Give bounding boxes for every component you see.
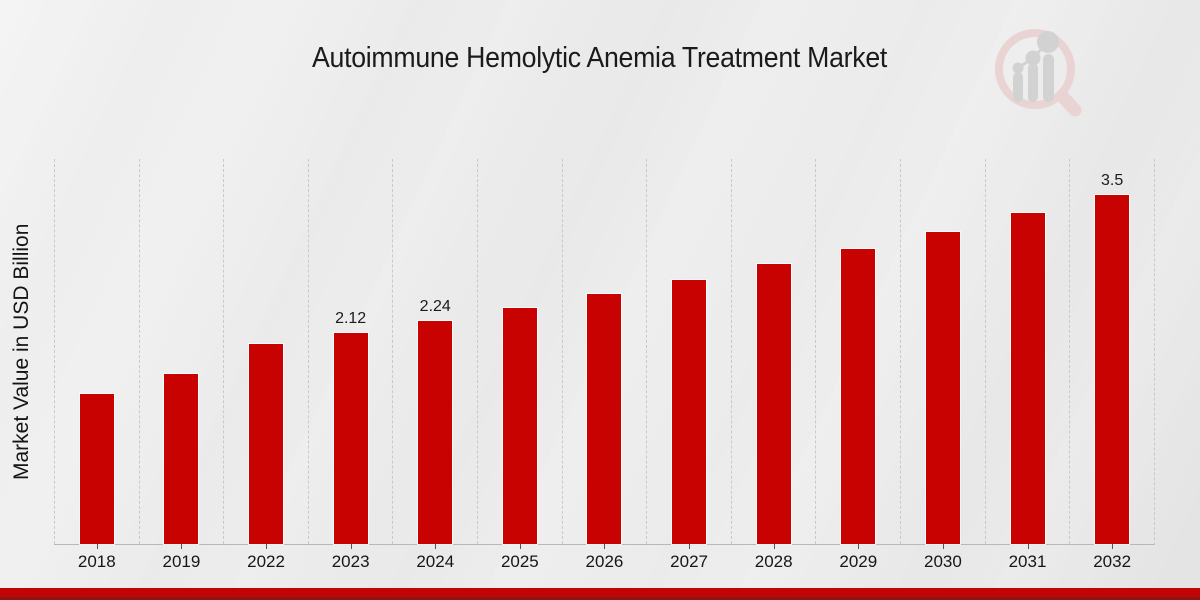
x-axis-tick [1027,544,1029,549]
chart-title: Autoimmune Hemolytic Anemia Treatment Ma… [0,42,1200,75]
bar-value-label-2032: 3.5 [1100,171,1124,189]
category-slot-2032: 3.5 2032 [1069,159,1154,571]
x-axis-label-2030: 2030 [923,552,962,571]
bar-value-label-2024: 2.24 [419,297,451,315]
logo-dot-large [1037,31,1059,53]
bar-2018 [79,394,114,544]
category-slot-2031: 2031 [984,159,1070,571]
category-slot-2030: 2030 [900,159,985,571]
logo-bar-medium [1028,63,1038,102]
x-axis-tick [181,544,183,549]
bar-2028 [756,263,791,544]
x-axis-label-2018: 2018 [77,552,116,571]
logo-dot-small [1012,62,1024,74]
magnifier-handle [1055,89,1082,117]
x-axis-tick [773,544,775,549]
logo-dot-medium [1025,50,1041,66]
x-axis-tick [858,544,860,549]
y-axis-title: Market Value in USD Billion [10,223,33,481]
x-axis-tick [435,544,437,549]
x-axis-label-2031: 2031 [1008,552,1047,571]
x-axis-label-2024: 2024 [416,552,455,571]
x-axis-label-2023: 2023 [331,552,370,571]
category-slot-2025: 2025 [477,159,562,571]
x-axis-label-2027: 2027 [670,552,708,571]
footer-accent-band [0,588,1200,597]
logo-bar-small [1013,72,1023,102]
bar-2023 [333,332,368,544]
footer-accent-band-dark [0,597,1200,600]
bar-2027 [672,279,707,544]
bar-2025 [502,307,537,544]
category-slot-2019: 2019 [138,159,224,571]
magnifier-ring [995,29,1075,109]
category-slot-2026: 2026 [561,159,647,571]
x-axis-label-2025: 2025 [500,552,539,571]
x-axis-tick [350,544,352,549]
category-slot-2018: 2018 [54,159,139,571]
bar-2024 [418,320,453,544]
category-slot-2023: 2.12 2023 [307,159,393,571]
bar-2022 [249,343,284,544]
category-slot-2024: 2.24 2024 [392,159,477,571]
x-axis-tick [942,544,944,549]
x-axis-tick [96,544,98,549]
bar-2019 [164,374,199,544]
bar-2030 [925,231,960,544]
category-slot-2028: 2028 [730,159,816,571]
x-axis-tick [519,544,521,549]
chart-title-text: Autoimmune Hemolytic Anemia Treatment Ma… [312,42,888,74]
bar-2029 [841,248,876,544]
x-axis-label-2026: 2026 [585,552,624,571]
x-axis-tick [689,544,691,549]
bar-value-label-2023: 2.12 [335,309,367,327]
x-axis-tick [266,544,268,549]
category-slot-2029: 2029 [815,159,900,571]
x-axis-tick [604,544,606,549]
bar-2031 [1010,212,1045,544]
magnifier-bar-chart-logo-icon [995,29,1082,117]
x-axis-label-2022: 2022 [247,552,285,571]
x-axis-label-2032: 2032 [1093,552,1132,571]
bar-2026 [587,293,622,544]
x-axis-label-2028: 2028 [754,552,793,571]
bar-2032 [1095,194,1130,544]
category-slot-2022: 2022 [223,159,308,571]
x-axis-label-2029: 2029 [839,552,878,571]
category-slot-2027: 2027 [646,159,731,571]
x-axis-label-2019: 2019 [162,552,201,571]
logo-bar-large [1043,54,1054,102]
x-axis-tick [1112,544,1114,549]
chart-plot-area: 2018 2019 2022 2.12 2023 2.24 2024 2025 2026 2027… [54,159,1155,571]
